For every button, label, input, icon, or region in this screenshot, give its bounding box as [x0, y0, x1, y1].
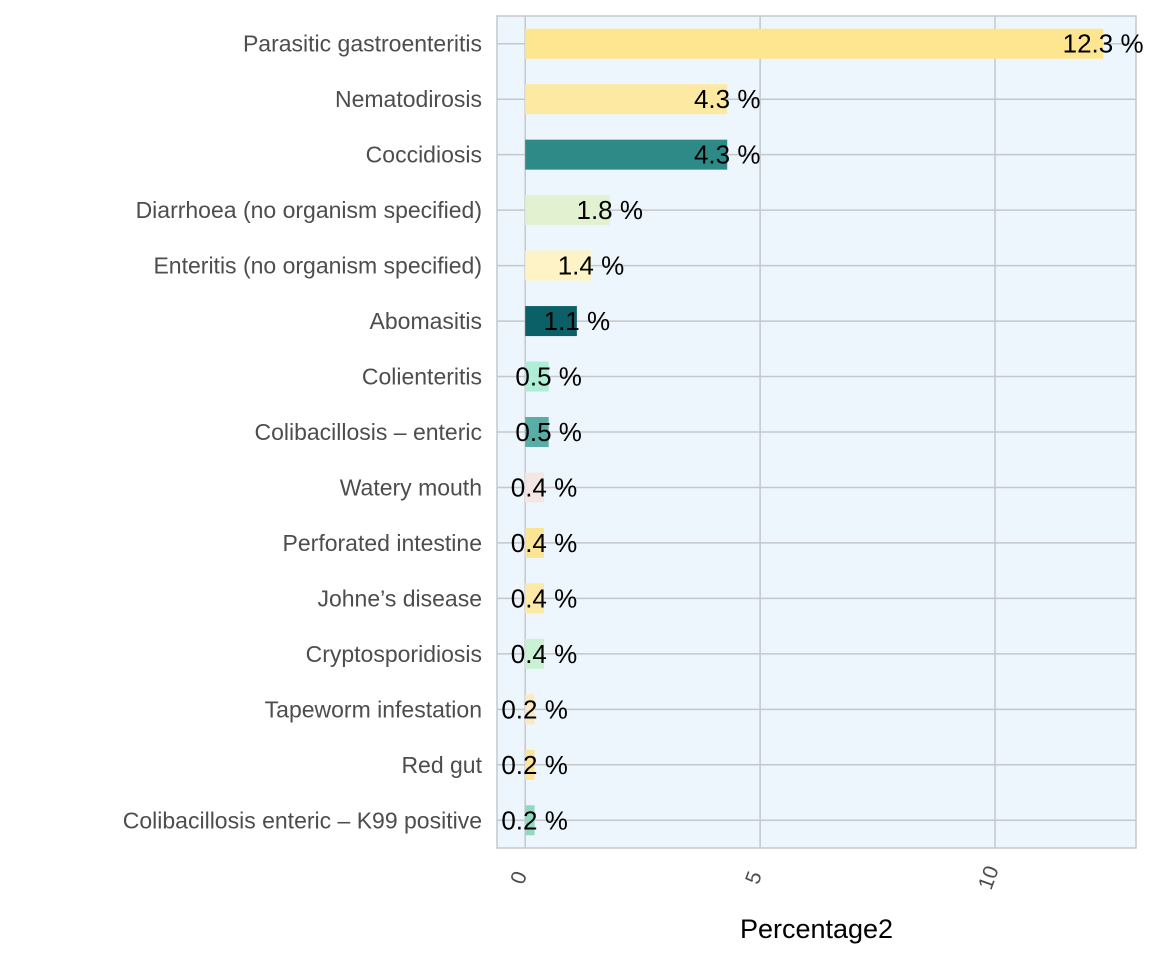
data-label: 0.4 % [511, 639, 578, 669]
x-tick-label: 5 [741, 868, 767, 887]
x-tick-label: 10 [974, 863, 1004, 893]
category-label: Cryptosporidiosis [306, 641, 482, 667]
data-label: 0.5 % [515, 417, 582, 447]
data-label: 0.4 % [511, 583, 578, 613]
bar [525, 306, 577, 337]
data-label: 4.3 % [694, 84, 761, 114]
data-label: 1.8 % [577, 195, 644, 225]
bar [525, 694, 535, 725]
category-label: Abomasitis [370, 308, 482, 334]
category-label: Johne’s disease [317, 585, 482, 611]
data-label: 0.2 % [501, 805, 568, 835]
x-axis-title: Percentage2 [740, 914, 893, 944]
bar [525, 638, 544, 669]
bar [525, 250, 591, 281]
plot-panel-border [496, 15, 1137, 849]
data-label: 4.3 % [694, 140, 761, 170]
bar [525, 195, 610, 226]
category-label: Red gut [401, 752, 482, 778]
data-label: 0.2 % [501, 750, 568, 780]
category-label: Watery mouth [340, 474, 482, 500]
category-label: Diarrhoea (no organism specified) [136, 197, 482, 223]
data-label: 12.3 % [1063, 29, 1144, 59]
category-label: Perforated intestine [283, 530, 482, 556]
category-label: Nematodirosis [335, 86, 482, 112]
x-tick-label: 0 [506, 868, 532, 887]
data-label: 0.2 % [501, 694, 568, 724]
data-label: 0.5 % [515, 362, 582, 392]
bar [525, 527, 544, 558]
category-label: Coccidiosis [366, 142, 482, 168]
data-label: 0.4 % [511, 472, 578, 502]
x-axis-tick-labels: 0 5 10 [506, 863, 1003, 893]
bar [525, 28, 1104, 59]
bar [525, 749, 535, 780]
category-label: Parasitic gastroenteritis [243, 31, 482, 57]
bars [525, 28, 1104, 836]
data-label: 1.1 % [544, 306, 611, 336]
bar [525, 583, 544, 614]
category-axis-labels: Parasitic gastroenteritis Nematodirosis Co… [123, 31, 483, 834]
bar [525, 139, 728, 170]
bar [525, 805, 535, 836]
bar [525, 417, 549, 447]
data-label: 0.4 % [511, 528, 578, 558]
category-label: Colienteritis [362, 364, 482, 390]
bar [525, 361, 549, 392]
category-label: Colibacillosis – enteric [254, 419, 482, 445]
bar [525, 84, 728, 115]
category-label: Colibacillosis enteric – K99 positive [123, 807, 482, 833]
category-label: Tapeworm infestation [265, 696, 482, 722]
category-label: Enteritis (no organism specified) [153, 253, 482, 279]
data-label: 1.4 % [558, 251, 625, 281]
bar [525, 472, 544, 503]
data-labels: 12.3 % 4.3 % 4.3 % 1.8 % 1.4 % 1.1 % 0.5 % 0.5 … [501, 29, 1143, 836]
